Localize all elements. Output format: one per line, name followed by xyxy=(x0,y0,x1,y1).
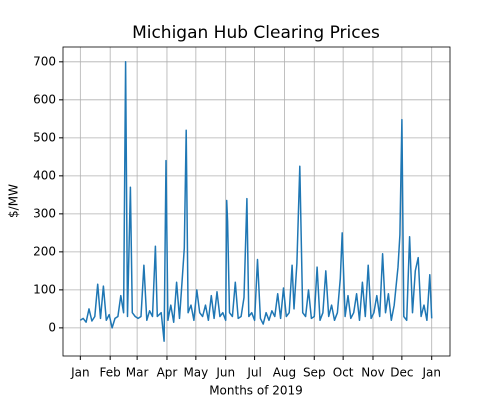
x-tick-label: Oct xyxy=(333,366,354,380)
y-tick-label: 200 xyxy=(33,244,56,258)
x-tick-label: Jul xyxy=(246,366,261,380)
x-tick-label: Feb xyxy=(100,366,121,380)
y-tick-label: 300 xyxy=(33,206,56,220)
plot-frame xyxy=(62,46,451,357)
x-tick-label: Sep xyxy=(303,366,326,380)
y-tick-label: 600 xyxy=(33,92,56,106)
x-tick-label: Jan xyxy=(70,366,90,380)
y-tick-label: 400 xyxy=(33,168,56,182)
x-tick-label: May xyxy=(183,366,208,380)
y-tick-label: 700 xyxy=(33,54,56,68)
y-tick-label: 500 xyxy=(33,130,56,144)
x-tick-label: Nov xyxy=(361,366,384,380)
price-line xyxy=(79,61,433,342)
x-tick-label: Dec xyxy=(390,366,413,380)
x-tick-label: Jan xyxy=(421,366,441,380)
chart-title: Michigan Hub Clearing Prices xyxy=(132,23,380,43)
y-tick-label: 100 xyxy=(33,282,56,296)
x-tick-label: Jun xyxy=(215,366,235,380)
y-tick-label: 0 xyxy=(48,320,56,334)
x-tick-label: Apr xyxy=(157,366,178,380)
x-tick-label: Mar xyxy=(126,366,149,380)
x-axis-label: Months of 2019 xyxy=(209,384,303,398)
x-tick-label: Aug xyxy=(273,366,296,380)
y-axis-label: $/MW xyxy=(7,184,21,218)
